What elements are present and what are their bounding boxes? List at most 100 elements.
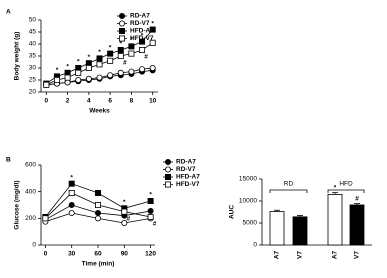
legend-label: HFD-V7 bbox=[176, 181, 200, 188]
panel-label: B bbox=[6, 157, 11, 164]
significance-mark: * bbox=[123, 199, 126, 206]
data-point bbox=[53, 77, 60, 84]
significance-mark: * bbox=[149, 192, 152, 199]
significance-mark: * bbox=[98, 49, 101, 56]
x-tick-label: 0 bbox=[44, 251, 48, 258]
data-point bbox=[68, 189, 75, 196]
data-point bbox=[96, 61, 103, 68]
x-tick-label: 2 bbox=[66, 98, 70, 105]
significance-mark: * bbox=[151, 20, 154, 27]
data-point bbox=[117, 53, 124, 60]
y-tick-label: 50 bbox=[29, 17, 37, 24]
y-tick-label: 15000 bbox=[239, 176, 257, 183]
data-point bbox=[75, 77, 82, 84]
x-axis-label: Time (min) bbox=[82, 261, 115, 268]
data-point bbox=[147, 207, 154, 214]
data-point bbox=[147, 197, 154, 204]
legend-label: HFD-V7 bbox=[130, 35, 154, 42]
data-point bbox=[43, 81, 50, 88]
data-point bbox=[68, 180, 75, 187]
bar bbox=[292, 216, 308, 246]
y-axis-label: Body weight (g) bbox=[14, 32, 21, 81]
x-tick-label: 90 bbox=[121, 251, 129, 258]
x-tick-label: 120 bbox=[145, 251, 156, 258]
x-tick-label: 0 bbox=[45, 98, 49, 105]
legend-marker bbox=[119, 20, 126, 27]
data-point bbox=[85, 75, 92, 82]
data-point bbox=[107, 57, 114, 64]
data-point bbox=[68, 201, 75, 208]
x-tick-label: 60 bbox=[94, 251, 102, 258]
legend-marker bbox=[164, 173, 171, 180]
bar bbox=[327, 193, 343, 246]
significance-mark: * bbox=[56, 67, 59, 74]
panel-label: A bbox=[6, 9, 11, 16]
data-point bbox=[117, 47, 124, 54]
data-point bbox=[139, 38, 146, 45]
data-point bbox=[96, 55, 103, 62]
x-tick-label: 10 bbox=[149, 98, 157, 105]
significance-mark: * bbox=[66, 64, 69, 71]
legend-marker bbox=[119, 35, 126, 42]
legend-label: RD-A7 bbox=[130, 13, 150, 20]
x-tick-label: V7 bbox=[297, 251, 304, 259]
legend-marker bbox=[119, 27, 126, 34]
x-tick-label: 8 bbox=[130, 98, 134, 105]
data-point bbox=[95, 215, 102, 222]
group-label: RD bbox=[284, 181, 294, 188]
bar bbox=[269, 211, 285, 246]
group-bracket bbox=[327, 189, 365, 193]
data-point bbox=[149, 65, 156, 72]
group-label: HFD bbox=[339, 181, 353, 188]
y-tick-label: 40 bbox=[29, 41, 37, 48]
y-axis-label: AUC bbox=[229, 205, 236, 219]
data-point bbox=[75, 69, 82, 76]
data-point bbox=[121, 208, 128, 215]
data-point bbox=[85, 65, 92, 72]
y-tick-label: 30 bbox=[29, 65, 37, 72]
data-point bbox=[139, 66, 146, 73]
y-tick-label: 0 bbox=[253, 242, 257, 249]
significance-mark: # bbox=[355, 195, 359, 202]
legend-marker bbox=[164, 158, 171, 165]
significance-mark: # bbox=[144, 54, 148, 61]
x-tick-label: 30 bbox=[68, 251, 76, 258]
significance-mark: * bbox=[88, 54, 91, 61]
data-point bbox=[149, 26, 156, 33]
data-point bbox=[128, 43, 135, 50]
legend-marker bbox=[164, 181, 171, 188]
significance-mark: * bbox=[77, 59, 80, 66]
legend-label: HFD-A7 bbox=[176, 174, 200, 181]
data-point bbox=[68, 209, 75, 216]
significance-mark: * bbox=[109, 44, 112, 51]
x-tick-label: A7 bbox=[274, 250, 281, 259]
data-point bbox=[128, 68, 135, 75]
data-point bbox=[121, 219, 128, 226]
y-tick-label: 5000 bbox=[243, 220, 258, 227]
y-tick-label: 25 bbox=[29, 77, 37, 84]
y-tick-label: 600 bbox=[25, 162, 36, 169]
significance-mark: # bbox=[153, 221, 157, 228]
legend-label: RD-V7 bbox=[176, 166, 196, 173]
group-bracket bbox=[269, 189, 308, 193]
significance-mark: * bbox=[120, 41, 123, 48]
data-point bbox=[107, 50, 114, 57]
data-point bbox=[139, 47, 146, 54]
data-point bbox=[149, 39, 156, 46]
legend-marker bbox=[164, 166, 171, 173]
y-tick-label: 400 bbox=[25, 188, 36, 195]
legend-label: HFD-A7 bbox=[130, 28, 154, 35]
legend-marker bbox=[119, 12, 126, 19]
data-point bbox=[95, 209, 102, 216]
bar bbox=[349, 204, 365, 246]
significance-mark: * bbox=[141, 32, 144, 39]
y-tick-label: 10000 bbox=[239, 198, 257, 205]
significance-mark: * bbox=[130, 37, 133, 44]
significance-mark: * bbox=[70, 174, 73, 181]
y-tick-label: 35 bbox=[29, 53, 37, 60]
y-tick-label: 20 bbox=[29, 89, 37, 96]
x-tick-label: V7 bbox=[354, 251, 361, 259]
y-axis-label: Glucose (mg/dl) bbox=[14, 180, 21, 229]
y-tick-label: 45 bbox=[29, 29, 37, 36]
significance-mark: # bbox=[126, 215, 130, 222]
